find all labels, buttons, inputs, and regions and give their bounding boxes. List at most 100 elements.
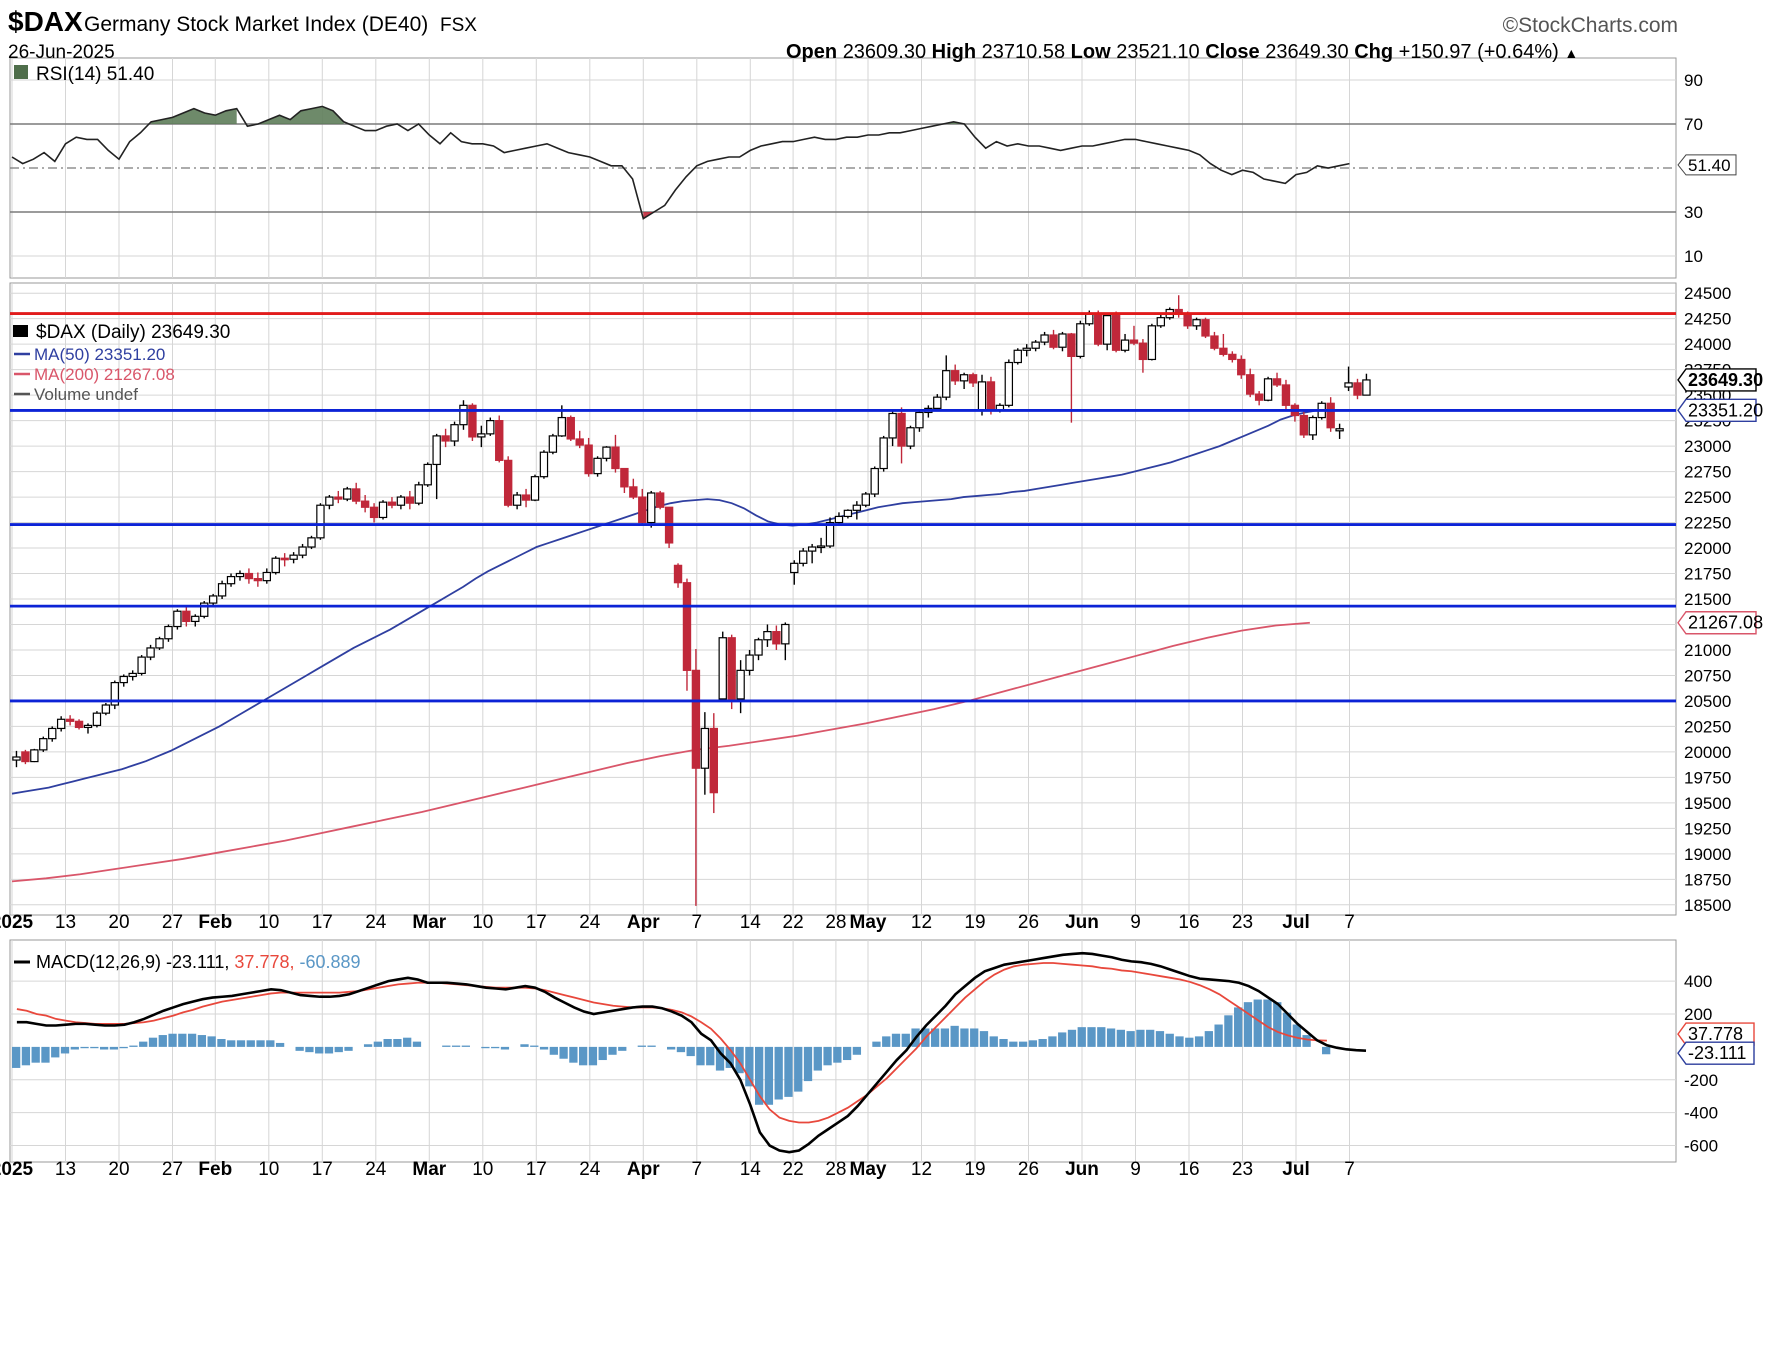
price-tick-label: 22000: [1684, 539, 1731, 558]
candle-body: [1147, 325, 1157, 361]
candle-body: [700, 727, 710, 769]
price-tick-label: 21000: [1684, 641, 1731, 660]
up-arrow-icon: ▲: [1564, 45, 1579, 61]
price-tick-label: 20250: [1684, 717, 1731, 736]
macd-histogram-bar: [588, 1046, 598, 1066]
price-tick-label: 23000: [1684, 437, 1731, 456]
candle-body: [360, 500, 370, 508]
x-tick-label: Mar: [412, 912, 446, 933]
candle-body: [799, 550, 808, 564]
macd-histogram-bar: [70, 1046, 79, 1050]
macd-histogram-bar: [676, 1046, 686, 1053]
candle-body: [1138, 342, 1148, 361]
candle-body: [325, 496, 334, 506]
macd-histogram-bar: [12, 1046, 21, 1068]
candle-body: [933, 396, 942, 409]
x-tick-label: 26: [1018, 912, 1039, 933]
x-tick-label: Feb: [198, 912, 232, 933]
macd-histogram-bar: [119, 1046, 128, 1049]
x-tick-label: 9: [1130, 1159, 1141, 1180]
macd-histogram-bar: [608, 1046, 617, 1055]
macd-histogram-bar: [275, 1042, 285, 1047]
x-tick-label: 13: [55, 912, 76, 933]
macd-histogram-bar: [1204, 1031, 1213, 1047]
candle-body: [557, 416, 567, 437]
macd-histogram-bar: [412, 1041, 422, 1047]
macd-histogram-bar: [1175, 1036, 1184, 1047]
x-tick-label: Apr: [627, 1159, 660, 1180]
macd-histogram-bar: [930, 1028, 940, 1047]
price-tick-label: 24500: [1684, 284, 1731, 303]
candle-body: [1353, 382, 1362, 396]
macd-histogram-bar: [139, 1041, 148, 1047]
price-tick-label: 19000: [1684, 845, 1731, 864]
x-tick-label: May: [850, 912, 887, 933]
macd-histogram-bar: [960, 1028, 969, 1047]
candle-body: [396, 496, 406, 506]
x-tick-label: 7: [1344, 1159, 1355, 1180]
x-tick-label: 27: [162, 912, 183, 933]
candle-body: [405, 496, 415, 504]
candle-body: [378, 501, 388, 519]
macd-histogram-bar: [1155, 1031, 1165, 1047]
x-tick-label: May: [850, 1159, 887, 1180]
macd-histogram-bar: [1028, 1040, 1038, 1047]
x-tick-label: 10: [258, 912, 279, 933]
candle-body: [495, 420, 504, 461]
candle-body: [807, 546, 817, 552]
rsi-tick-label: 90: [1684, 71, 1703, 90]
candle-body: [682, 582, 692, 671]
candle-body: [56, 718, 66, 730]
macd-tick-label: -200: [1684, 1071, 1718, 1090]
price-tick-label: 24000: [1684, 335, 1731, 354]
candle-body: [915, 411, 924, 429]
macd-signal-line: [16, 962, 1327, 1124]
candle-body: [1183, 312, 1192, 327]
chg-value: +150.97 (+0.64%): [1398, 41, 1559, 63]
rsi-line: [11, 105, 1350, 220]
candle-body: [1228, 353, 1237, 361]
candle-body: [1254, 393, 1264, 401]
macd-histogram-bar: [882, 1036, 891, 1047]
brand-watermark: ©StockCharts.com: [1502, 14, 1678, 37]
macd-histogram-bar: [1165, 1033, 1174, 1047]
x-tick-label: 17: [526, 1159, 547, 1180]
candle-body: [137, 656, 146, 675]
candle-body: [1004, 361, 1014, 406]
macd-histogram-bar: [60, 1046, 70, 1054]
candle-body: [414, 484, 423, 504]
candle-body: [486, 420, 495, 435]
legend-label: Volume undef: [34, 385, 138, 404]
candle-body: [468, 404, 477, 438]
candle-body: [1049, 334, 1058, 348]
price-tick-label: 20750: [1684, 666, 1731, 685]
x-tick-label: 24: [579, 1159, 601, 1180]
macd-histogram-bar: [51, 1046, 60, 1058]
macd-histogram-bar: [393, 1038, 402, 1047]
high-value: 23710.58: [981, 41, 1066, 63]
candle-body: [432, 435, 441, 466]
candle-body: [1031, 341, 1040, 349]
x-tick-label: 9: [1130, 912, 1141, 933]
ma200-tag: [1677, 611, 1757, 635]
rsi-value-tag-label: 51.40: [1688, 156, 1731, 175]
candle-body: [1058, 333, 1067, 348]
open-value: 23609.30: [842, 41, 927, 63]
macd-histogram-bar: [168, 1033, 177, 1047]
candle-body: [942, 370, 951, 398]
candle-body: [65, 718, 75, 722]
macd-histogram-bar: [129, 1045, 138, 1047]
x-tick-label: 19: [964, 912, 985, 933]
price-tick-label: 18750: [1684, 870, 1731, 889]
candle-body: [673, 564, 683, 584]
candle-body: [870, 467, 879, 495]
candle-body: [30, 749, 39, 763]
x-tick-label: 17: [312, 1159, 333, 1180]
candle-body: [1210, 335, 1219, 349]
rsi-value-tag: [1677, 154, 1737, 176]
macd-histogram-bar: [813, 1046, 822, 1071]
x-tick-label: 24: [365, 1159, 387, 1180]
x-tick-label: 14: [740, 912, 762, 933]
macd-histogram-bar: [236, 1040, 246, 1047]
price-tick-label: 19500: [1684, 794, 1731, 813]
